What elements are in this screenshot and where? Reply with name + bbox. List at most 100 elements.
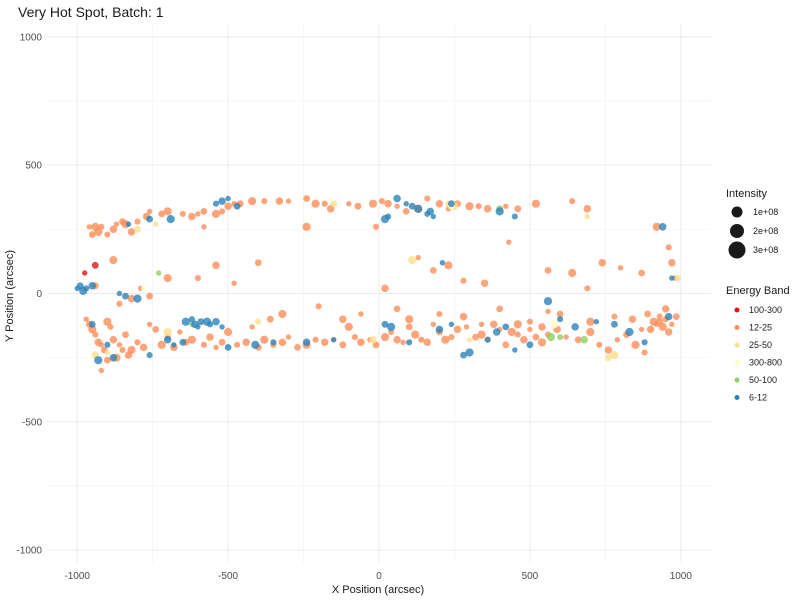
data-point-50-100 <box>580 335 588 344</box>
data-point-6-12 <box>104 341 111 348</box>
data-point-12-25 <box>393 335 401 344</box>
data-point-12-25 <box>83 316 89 322</box>
data-point-6-12 <box>206 321 214 328</box>
data-point-12-25 <box>569 198 576 205</box>
data-point-12-25 <box>326 205 335 213</box>
data-point-6-12 <box>83 285 90 292</box>
data-point-12-25 <box>346 201 352 207</box>
data-point-6-12 <box>212 200 220 207</box>
data-point-6-12 <box>571 323 579 331</box>
intensity-legend-label: 3e+08 <box>753 245 778 255</box>
data-point-12-25 <box>320 338 329 347</box>
data-point-6-12 <box>195 324 201 330</box>
data-point-12-25 <box>134 218 141 225</box>
data-point-12-25 <box>638 269 645 277</box>
data-point-12-25 <box>532 333 540 341</box>
data-point-12-25 <box>658 322 667 331</box>
data-point-12-25 <box>88 325 97 334</box>
data-point-12-25 <box>472 333 479 341</box>
data-point-12-25 <box>98 223 105 230</box>
data-point-12-25 <box>224 327 233 337</box>
data-point-6-12 <box>179 338 187 346</box>
data-point-12-25 <box>157 340 166 349</box>
data-point-12-25 <box>405 323 413 331</box>
data-point-12-25 <box>652 222 661 231</box>
data-point-6-12 <box>218 197 226 205</box>
data-point-6-12 <box>387 322 396 331</box>
data-point-100-300 <box>91 261 99 269</box>
data-point-12-25 <box>103 317 112 326</box>
data-point-12-25 <box>646 325 655 334</box>
data-point-12-25 <box>463 324 470 330</box>
y-tick-label: -1000 <box>16 546 42 557</box>
x-tick-label: 1000 <box>670 571 693 582</box>
data-point-12-25 <box>400 339 406 345</box>
data-point-6-12 <box>502 323 510 331</box>
x-tick-label: 500 <box>522 571 539 582</box>
data-point-12-25 <box>604 346 613 354</box>
data-point-6-12 <box>448 200 455 208</box>
data-point-6-12 <box>125 221 132 227</box>
data-point-12-25 <box>92 331 99 338</box>
data-point-12-25 <box>266 315 274 323</box>
data-point-6-12 <box>146 352 153 359</box>
data-point-12-25 <box>109 225 118 234</box>
data-point-12-25 <box>394 203 400 209</box>
data-point-12-25 <box>661 305 670 313</box>
data-point-6-12 <box>435 325 444 334</box>
data-point-12-25 <box>668 258 676 267</box>
y-tick-label: 500 <box>25 161 42 172</box>
data-point-12-25 <box>496 305 504 313</box>
energy-band-legend-symbol <box>734 307 740 313</box>
data-point-12-25 <box>638 326 645 333</box>
data-point-12-25 <box>430 321 436 327</box>
data-point-12-25 <box>418 336 425 343</box>
data-point-12-25 <box>453 325 462 334</box>
data-point-6-12 <box>188 316 195 323</box>
energy-band-legend: Energy Band 100-300 12-25 25-50 300-800 50-1… <box>726 285 790 403</box>
data-point-6-12 <box>406 339 413 346</box>
data-point-25-50 <box>255 318 262 325</box>
data-point-12-25 <box>98 342 105 348</box>
intensity-legend-label: 2e+08 <box>753 226 778 236</box>
data-point-6-12 <box>166 215 175 224</box>
data-point-6-12 <box>511 213 518 220</box>
data-point-12-25 <box>402 208 410 215</box>
data-point-6-12 <box>543 297 553 306</box>
data-point-12-25 <box>311 199 320 208</box>
data-point-12-25 <box>134 339 141 346</box>
data-point-12-25 <box>86 224 93 230</box>
chart-title: Very Hot Spot, Batch: 1 <box>18 4 164 20</box>
data-point-12-25 <box>598 258 607 267</box>
data-point-6-12 <box>495 207 504 216</box>
energy-band-legend-symbol <box>734 342 740 348</box>
data-point-6-12 <box>109 353 118 362</box>
data-point-12-25 <box>146 321 153 327</box>
data-point-12-25 <box>448 334 455 341</box>
energy-band-legend-symbol <box>734 360 740 365</box>
data-point-12-25 <box>358 311 364 317</box>
energy-band-legend-symbol <box>734 325 740 330</box>
data-point-6-12 <box>331 337 337 343</box>
data-point-12-25 <box>211 209 221 218</box>
data-point-12-25 <box>586 317 595 326</box>
data-point-6-12 <box>484 336 491 343</box>
data-point-12-25 <box>242 338 250 347</box>
data-point-12-25 <box>98 367 105 374</box>
y-tick-labels: -1000 -500 0 500 1000 <box>16 32 42 556</box>
data-point-12-25 <box>152 326 160 333</box>
data-point-6-12 <box>658 223 667 231</box>
data-point-12-25 <box>357 338 365 347</box>
data-point-12-25 <box>254 259 262 267</box>
data-point-12-25 <box>206 333 214 341</box>
data-point-12-25 <box>158 210 166 218</box>
data-point-12-25 <box>231 280 237 286</box>
data-point-12-25 <box>526 318 533 325</box>
x-tick-label: -1000 <box>64 571 90 582</box>
data-point-25-50 <box>584 213 590 220</box>
data-point-12-25 <box>260 335 269 344</box>
data-point-12-25 <box>285 334 292 340</box>
data-point-12-25 <box>424 195 431 202</box>
data-point-12-25 <box>200 341 207 348</box>
